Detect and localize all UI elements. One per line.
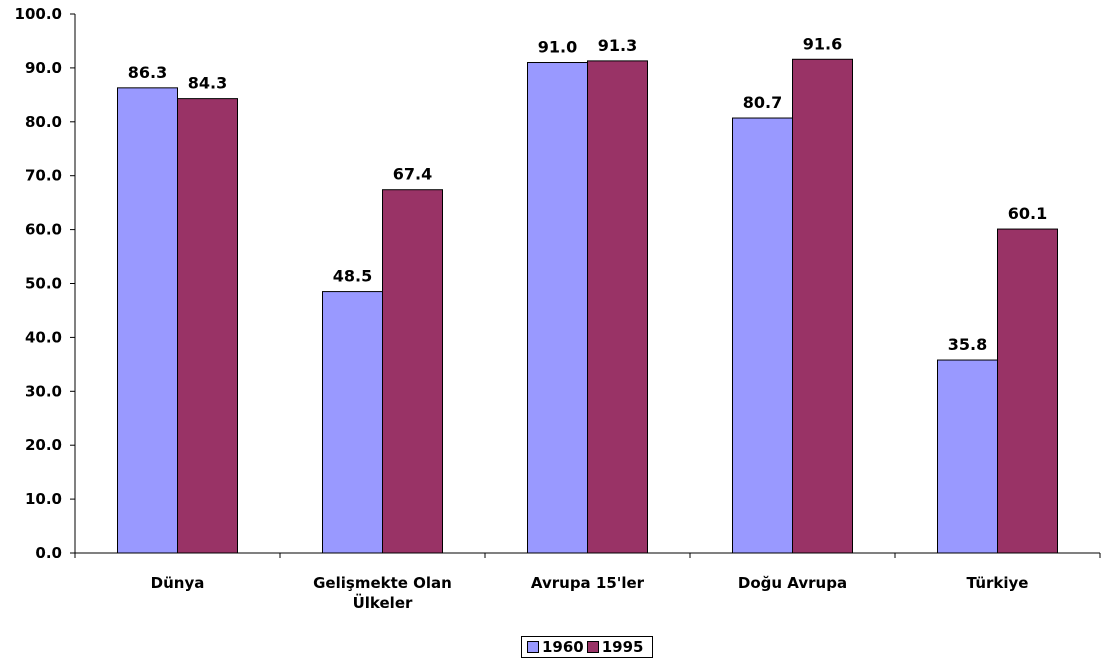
y-tick-label: 50.0 <box>25 275 62 293</box>
category-label-line: Dünya <box>151 574 205 592</box>
y-tick-label: 40.0 <box>25 328 62 346</box>
bar-1960 <box>527 62 588 554</box>
legend-label-1960: 1960 <box>542 638 584 656</box>
legend-swatch-1995 <box>586 641 599 653</box>
category-label-line: Gelişmekte Olan <box>313 574 452 592</box>
legend: 1960 1995 <box>521 636 653 658</box>
plot-area: 0.0 10.0 20.0 30.0 40.0 50.0 60.0 70.0 80.0 90.0 1… <box>15 5 1101 612</box>
category-label-line: Avrupa 15'ler <box>531 574 645 592</box>
category-label-line: Ülkeler <box>353 593 413 612</box>
y-tick-label: 60.0 <box>25 221 62 239</box>
data-label-1995: 60.1 <box>1008 204 1047 223</box>
data-label-1960: 91.0 <box>538 38 577 57</box>
legend-label-1995: 1995 <box>601 638 644 656</box>
bar-1995 <box>997 228 1058 554</box>
bar-1960 <box>937 359 998 554</box>
category-label: Türkiye <box>967 574 1029 592</box>
y-tick-label: 20.0 <box>25 436 62 454</box>
category-label: Avrupa 15'ler <box>531 574 645 592</box>
y-tick-label: 30.0 <box>25 382 62 400</box>
bar-1995 <box>792 58 853 554</box>
category-label: Doğu Avrupa <box>738 574 847 592</box>
data-label-1995: 91.6 <box>803 34 842 53</box>
legend-item-1960: 1960 <box>527 638 584 656</box>
legend-swatch-1960 <box>527 641 539 653</box>
bar-1960 <box>732 117 793 554</box>
data-label-1960: 35.8 <box>948 335 987 354</box>
data-label-1995: 91.3 <box>598 36 637 55</box>
y-tick-label: 80.0 <box>25 113 62 131</box>
category-label: Dünya <box>151 574 205 592</box>
bar-1995 <box>587 60 648 554</box>
y-tick-label: 10.0 <box>25 490 62 508</box>
bar-1995 <box>382 189 443 554</box>
category-label: Gelişmekte Olan Ülkeler <box>313 574 452 612</box>
category-label-line: Türkiye <box>967 574 1029 592</box>
y-tick-label: 70.0 <box>25 167 62 185</box>
bar-1995 <box>177 98 238 554</box>
legend-item-1995: 1995 <box>586 638 644 656</box>
y-tick-label: 100.0 <box>15 5 62 23</box>
data-label-1960: 80.7 <box>743 93 782 112</box>
bar-1960 <box>117 87 178 554</box>
category-label-line: Doğu Avrupa <box>738 574 847 592</box>
data-label-1995: 67.4 <box>393 165 432 184</box>
y-tick-label: 0.0 <box>35 544 62 562</box>
bar-1960 <box>322 291 383 554</box>
y-tick-label: 90.0 <box>25 59 62 77</box>
data-label-1995: 84.3 <box>188 74 227 93</box>
data-label-1960: 86.3 <box>128 63 167 82</box>
data-label-1960: 48.5 <box>333 267 372 286</box>
